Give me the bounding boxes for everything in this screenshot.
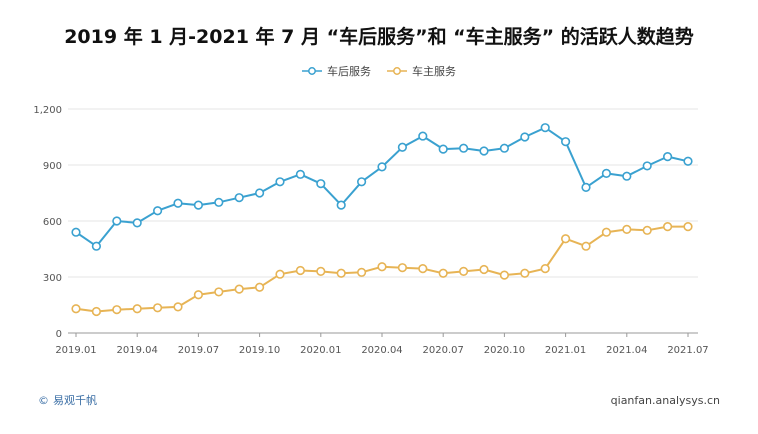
data-point-series-2 xyxy=(520,268,530,278)
data-point-series-1 xyxy=(601,168,612,178)
data-point-series-1 xyxy=(336,200,346,210)
y-tick-label: 0 xyxy=(56,329,62,340)
data-point-series-2 xyxy=(622,224,632,234)
x-tick-label: 2020.04 xyxy=(361,345,402,356)
data-point-series-2 xyxy=(295,265,306,276)
data-point-series-1 xyxy=(316,179,326,189)
y-tick-label: 1,200 xyxy=(33,105,62,116)
chart-legend: 车后服务 车主服务 xyxy=(0,63,758,79)
x-tick-label: 2019.01 xyxy=(55,345,96,356)
data-point-series-1 xyxy=(683,156,693,166)
x-tick-label: 2019.07 xyxy=(178,345,219,356)
footer-brand-name: 易观千帆 xyxy=(53,394,97,407)
data-point-series-2 xyxy=(479,264,489,275)
data-point-series-2 xyxy=(132,304,142,314)
x-tick-label: 2021.01 xyxy=(545,345,586,356)
data-point-series-2 xyxy=(234,284,244,294)
x-tick-label: 2020.01 xyxy=(300,345,341,356)
data-point-series-2 xyxy=(275,269,285,279)
data-point-series-1 xyxy=(193,200,203,210)
y-tick-label: 600 xyxy=(43,217,62,228)
data-point-series-2 xyxy=(214,287,224,297)
data-point-series-1 xyxy=(540,123,550,133)
x-tick-label: 2021.07 xyxy=(667,345,708,356)
data-point-series-2 xyxy=(255,282,265,292)
x-tick-label: 2020.07 xyxy=(423,345,464,356)
data-point-series-2 xyxy=(71,304,81,314)
data-point-series-2 xyxy=(683,222,693,232)
data-point-series-1 xyxy=(357,177,367,187)
data-point-series-2 xyxy=(173,302,183,312)
data-point-series-1 xyxy=(418,131,428,141)
data-point-series-2 xyxy=(601,227,612,237)
data-point-series-1 xyxy=(397,142,408,152)
data-point-series-1 xyxy=(581,182,591,192)
data-point-series-1 xyxy=(459,143,469,153)
chart-title: 2019 年 1 月-2021 年 7 月 “车后服务”和 “车主服务” 的活跃… xyxy=(64,26,694,48)
data-point-series-1 xyxy=(275,177,285,187)
data-point-series-1 xyxy=(112,216,122,226)
data-point-series-1 xyxy=(71,227,81,237)
legend-swatch-series-2 xyxy=(387,67,407,75)
legend-label-series-2: 车主服务 xyxy=(412,65,456,78)
y-tick-label: 900 xyxy=(43,161,62,172)
x-tick-label: 2019.10 xyxy=(239,345,280,356)
data-point-series-1 xyxy=(377,162,387,172)
data-point-series-1 xyxy=(438,144,448,154)
data-point-series-1 xyxy=(560,137,571,147)
series-line-1 xyxy=(75,126,689,248)
legend-label-series-1: 车后服务 xyxy=(327,65,371,78)
data-point-series-2 xyxy=(662,222,673,232)
footer-url: qianfan.analysys.cn xyxy=(610,394,720,407)
data-point-series-2 xyxy=(560,234,571,244)
data-point-series-1 xyxy=(520,132,530,142)
data-point-series-2 xyxy=(540,264,550,274)
data-point-series-1 xyxy=(214,197,224,207)
data-point-series-2 xyxy=(397,263,408,273)
legend-item-series-2[interactable]: 车主服务 xyxy=(387,63,456,79)
data-point-series-2 xyxy=(91,306,101,317)
data-point-series-1 xyxy=(234,193,244,203)
data-point-series-1 xyxy=(173,198,183,208)
data-point-series-2 xyxy=(336,268,346,278)
data-point-series-1 xyxy=(479,146,489,156)
copyright-icon: © xyxy=(38,393,49,407)
legend-swatch-series-1 xyxy=(302,67,322,75)
data-point-series-2 xyxy=(438,268,448,278)
footer-brand: © 易观千帆 xyxy=(38,392,97,408)
data-point-series-1 xyxy=(153,206,163,216)
data-point-series-2 xyxy=(499,270,510,280)
data-point-series-1 xyxy=(295,169,306,179)
data-point-series-1 xyxy=(499,143,510,153)
data-point-series-2 xyxy=(153,303,163,313)
x-tick-label: 2021.04 xyxy=(606,345,647,356)
y-tick-label: 300 xyxy=(43,273,62,284)
x-tick-label: 2019.04 xyxy=(117,345,158,356)
data-point-series-2 xyxy=(377,262,387,272)
data-point-series-1 xyxy=(622,171,632,181)
data-point-series-2 xyxy=(357,267,367,277)
data-point-series-2 xyxy=(112,305,122,315)
x-tick-label: 2020.10 xyxy=(484,345,525,356)
data-point-series-2 xyxy=(642,225,652,235)
legend-item-series-1[interactable]: 车后服务 xyxy=(302,63,371,79)
data-point-series-2 xyxy=(581,241,591,251)
data-point-series-1 xyxy=(662,152,673,162)
data-point-series-1 xyxy=(255,188,265,198)
data-point-series-1 xyxy=(132,218,142,228)
data-point-series-2 xyxy=(316,266,326,277)
data-point-series-1 xyxy=(91,241,101,251)
data-point-series-2 xyxy=(418,264,428,274)
data-point-series-2 xyxy=(193,290,203,300)
data-point-series-2 xyxy=(459,266,469,277)
data-point-series-1 xyxy=(642,161,652,171)
